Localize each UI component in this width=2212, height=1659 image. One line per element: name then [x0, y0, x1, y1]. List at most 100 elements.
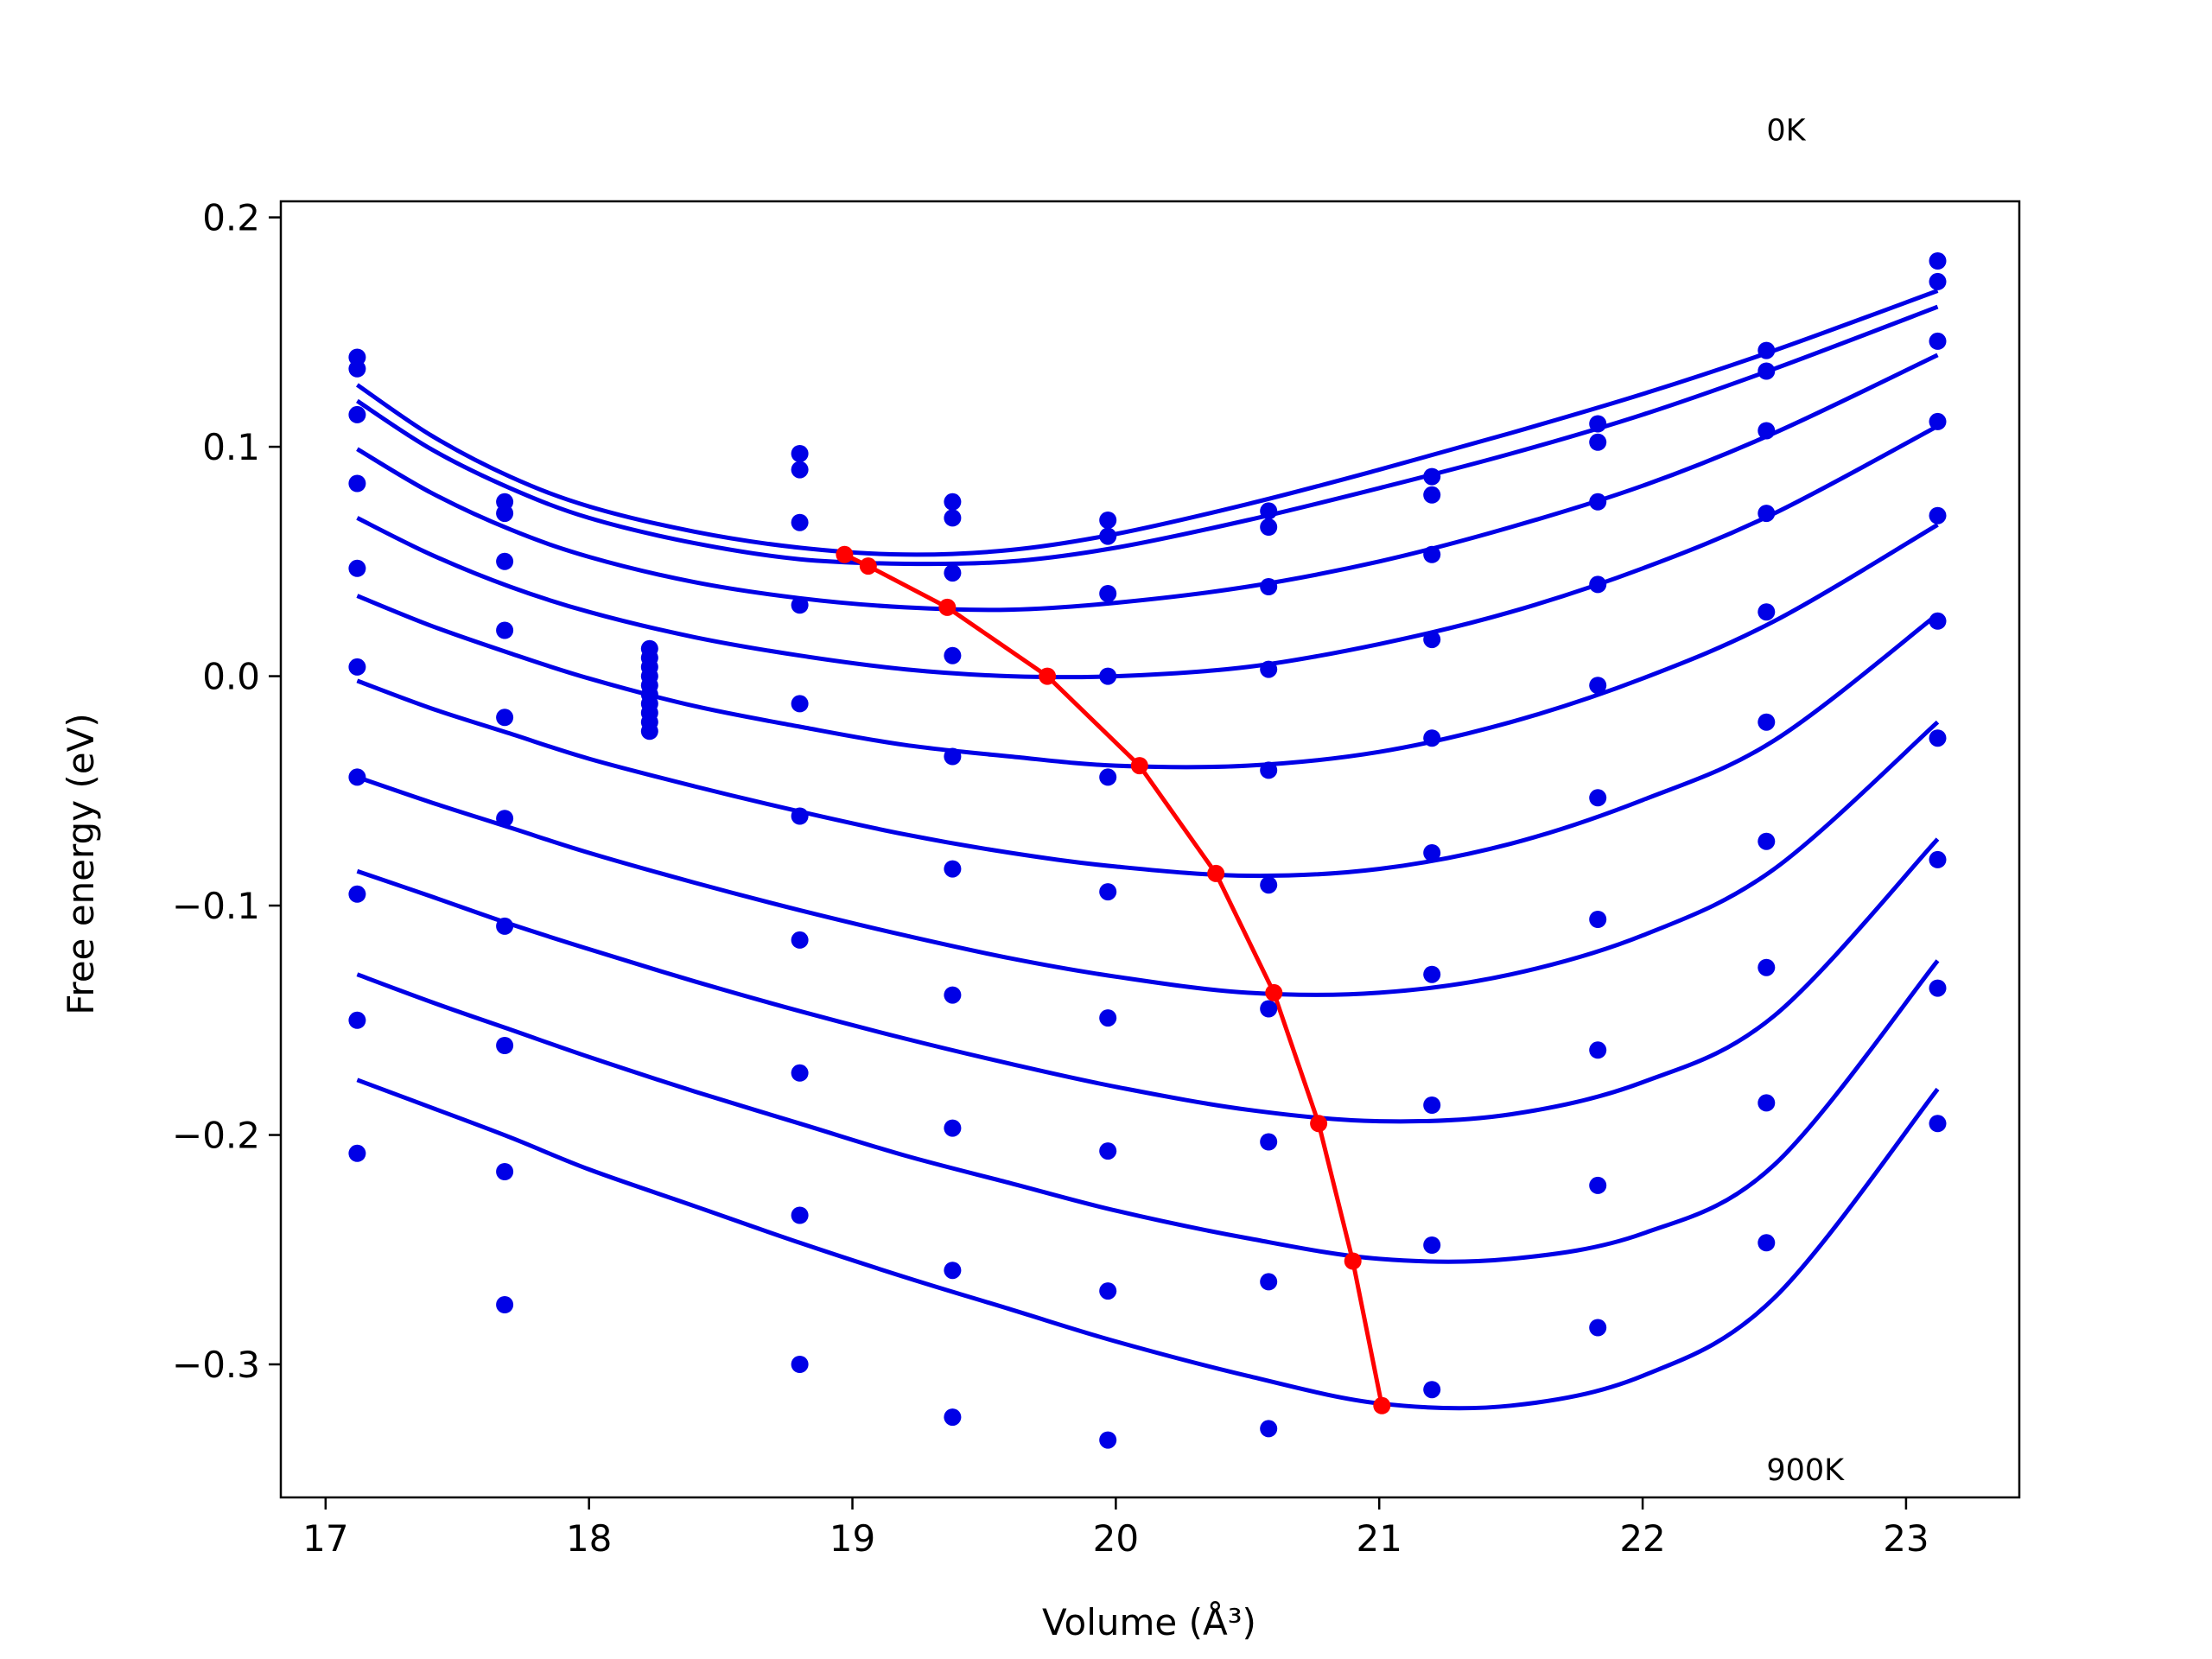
data-point — [1099, 512, 1117, 529]
fit-curve — [356, 1077, 1940, 1411]
data-point — [791, 596, 809, 614]
minimum-point — [1310, 1115, 1328, 1133]
y-tick-label: 0.2 — [202, 197, 260, 239]
data-point — [496, 505, 514, 523]
data-point — [1423, 486, 1441, 504]
y-tick-label: 0.1 — [202, 426, 260, 468]
fit-curve — [356, 353, 1939, 613]
data-point — [496, 552, 514, 570]
data-point — [1423, 965, 1441, 983]
x-tick-label: 21 — [1356, 1517, 1402, 1560]
data-point — [1423, 729, 1441, 747]
data-point — [1758, 422, 1776, 440]
data-point — [1099, 768, 1117, 786]
data-point — [944, 747, 962, 766]
data-point — [791, 1064, 809, 1082]
data-point — [1423, 467, 1441, 486]
data-point — [1099, 585, 1117, 602]
data-point — [944, 1408, 962, 1427]
x-axis-ticks: 17 18 19 20 21 22 23 — [302, 1497, 1929, 1560]
data-point — [791, 461, 809, 479]
data-point — [348, 658, 366, 676]
data-point — [1589, 1041, 1607, 1059]
data-point — [1423, 844, 1441, 861]
data-point — [1589, 415, 1607, 433]
data-point — [1929, 612, 1947, 630]
x-tick-label: 19 — [830, 1517, 875, 1560]
y-tick-label: −0.2 — [172, 1115, 260, 1157]
data-point — [1099, 527, 1117, 545]
data-point — [1260, 1420, 1278, 1438]
data-point — [1758, 505, 1776, 523]
minimum-point — [1207, 864, 1225, 882]
fit-curve — [356, 837, 1940, 1124]
data-point — [944, 493, 962, 511]
y-axis-ticks: 0.2 0.1 0.0 −0.1 −0.2 −0.3 — [172, 197, 281, 1386]
data-point — [1099, 1431, 1117, 1449]
data-point — [496, 1163, 514, 1180]
data-point — [1589, 789, 1607, 807]
fit-curve — [356, 304, 1939, 567]
data-point — [791, 513, 809, 531]
data-point — [1929, 252, 1947, 270]
scatter-points — [348, 252, 1947, 1449]
data-point — [1589, 911, 1607, 928]
x-tick-label: 18 — [566, 1517, 612, 1560]
data-point — [1758, 713, 1776, 731]
data-point — [1758, 958, 1776, 976]
minimum-point — [1039, 667, 1057, 685]
minima-line-group — [843, 552, 1384, 1407]
data-point — [1423, 545, 1441, 563]
data-point — [1758, 341, 1776, 359]
data-point — [1758, 832, 1776, 850]
data-point — [348, 474, 366, 493]
data-point — [496, 709, 514, 727]
fit-curve — [356, 523, 1939, 770]
data-point — [1929, 979, 1947, 997]
data-point — [1589, 1176, 1607, 1194]
data-point — [791, 1206, 809, 1224]
data-point — [348, 559, 366, 577]
data-point — [944, 646, 962, 664]
annotations: 0K 900K — [1766, 114, 1845, 1488]
data-point — [496, 810, 514, 828]
data-point — [1260, 518, 1278, 536]
data-point — [348, 405, 366, 423]
minima-line — [843, 552, 1384, 1407]
fit-curves — [355, 289, 1940, 1411]
y-tick-label: 0.0 — [202, 656, 260, 698]
data-point — [496, 917, 514, 935]
minimum-point — [1344, 1252, 1362, 1270]
fit-curve — [356, 720, 1940, 997]
data-point — [1260, 1273, 1278, 1291]
x-tick-label: 17 — [302, 1517, 348, 1560]
data-point — [791, 445, 809, 462]
data-point — [1099, 667, 1117, 685]
data-point — [1589, 1319, 1607, 1337]
data-point — [1260, 876, 1278, 894]
data-point — [1758, 1094, 1776, 1112]
fit-curve — [356, 612, 1940, 879]
y-axis-label: Free energy (eV) — [60, 713, 102, 1015]
data-point — [1099, 1282, 1117, 1300]
data-point — [1589, 575, 1607, 594]
minimum-point — [1373, 1396, 1391, 1414]
data-point — [1758, 603, 1776, 621]
fit-curve — [356, 423, 1939, 680]
data-point — [1929, 412, 1947, 430]
data-point — [496, 1296, 514, 1313]
data-point — [1929, 1115, 1947, 1133]
minima-points — [836, 545, 1391, 1414]
data-point — [944, 509, 962, 527]
data-point — [1423, 1381, 1441, 1399]
data-point — [1423, 1236, 1441, 1254]
data-point — [1260, 1000, 1278, 1018]
data-point — [1260, 660, 1278, 678]
data-point — [1589, 677, 1607, 695]
plot-frame — [279, 200, 2021, 1499]
y-tick-label: −0.1 — [172, 885, 260, 927]
data-point — [1758, 1234, 1776, 1252]
data-point — [1260, 502, 1278, 520]
